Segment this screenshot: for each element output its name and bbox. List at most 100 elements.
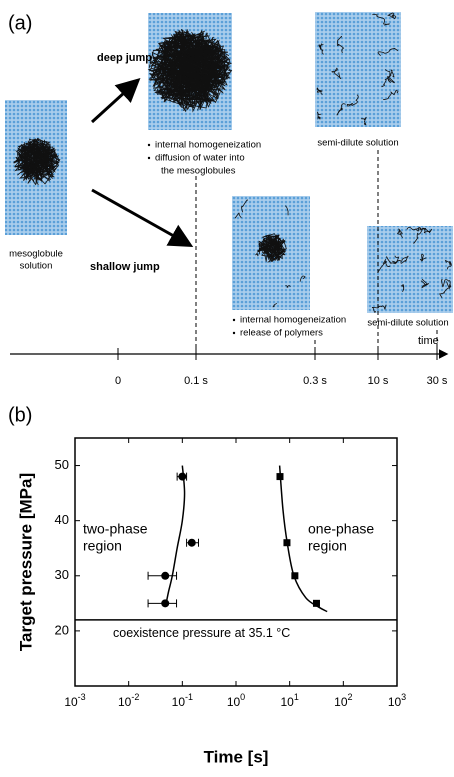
- polymer-chain: [284, 205, 289, 216]
- time-marker-lines: [195, 150, 438, 354]
- polymer-chain: [14, 147, 58, 174]
- data-point: [276, 473, 284, 481]
- panel-label: (b): [8, 404, 32, 426]
- data-point: [161, 571, 170, 580]
- polymer-chain: [261, 233, 286, 262]
- data-point: [187, 538, 196, 547]
- panel-a: (a) deep jump shallow jump mesoglobule s…: [5, 12, 453, 387]
- x-tick-label: 10-3: [64, 692, 85, 709]
- polymer-chain: [336, 103, 346, 116]
- simulation-image: [367, 226, 453, 313]
- polymer-chain: [377, 47, 399, 56]
- x-tick-label: 100: [227, 692, 245, 709]
- x-axis-label: Time [s]: [204, 747, 269, 766]
- polymer-chain: [381, 69, 395, 88]
- polymer-chain: [397, 228, 404, 239]
- polymer-chain: [154, 55, 228, 102]
- bullet: [232, 331, 236, 335]
- polymer-chain: [419, 227, 433, 234]
- polymer-chain: [193, 32, 228, 83]
- caption: semi-dilute solution: [317, 138, 398, 149]
- arrow: [90, 77, 141, 124]
- polymer-chain: [371, 304, 387, 313]
- polymer-chain: [269, 235, 287, 263]
- polymer-chain: [420, 278, 430, 289]
- data-point: [178, 472, 187, 481]
- plot-frame: [74, 437, 398, 687]
- x-tick-label: 101: [280, 692, 298, 709]
- tick-label: 0.3 s: [303, 375, 327, 387]
- polymer-chain: [331, 67, 342, 80]
- tick-label: 0: [115, 375, 121, 387]
- polymer-chain: [21, 146, 59, 171]
- arrow: [91, 188, 194, 247]
- polymer-chain: [361, 116, 367, 126]
- polymer-chain: [157, 36, 217, 107]
- caption: mesoglobule: [9, 249, 63, 260]
- polymer-chain: [299, 275, 306, 282]
- note: release of polymers: [240, 328, 323, 339]
- y-tick-label: 20: [55, 622, 69, 637]
- label: deep jump: [97, 52, 152, 64]
- polymer-chain: [148, 42, 209, 96]
- polymer-chain: [15, 138, 49, 167]
- polymer-chain: [444, 259, 452, 270]
- polymer-chain: [441, 279, 451, 288]
- polymer-chain: [346, 94, 359, 107]
- polymer-chain: [318, 43, 324, 55]
- caption: semi-dilute solution: [367, 318, 448, 329]
- y-axis-label: Target pressure [MPa]: [16, 473, 35, 651]
- polymer-chain: [384, 69, 395, 84]
- polymer-chain: [400, 284, 405, 292]
- polymer-chain: [17, 140, 54, 175]
- polymer-chain: [285, 284, 291, 288]
- fit-curve: [165, 465, 186, 604]
- note: diffusion of water into: [155, 153, 245, 164]
- polymer-chain: [406, 226, 423, 232]
- polymer-chain: [241, 199, 248, 213]
- polymer-drawing: [13, 12, 452, 313]
- bullet: [147, 143, 151, 147]
- x-tick-label: 103: [388, 692, 406, 709]
- annotation: region: [83, 538, 122, 554]
- polymer-chain: [377, 259, 391, 273]
- chart: 10-3 10-2 10-1 100 101 102 103 20 30 40 50 Time [s]…: [16, 437, 406, 766]
- annotation: two-phase: [83, 521, 148, 537]
- annotation: one-phase: [308, 521, 374, 537]
- annotation: coexistence pressure at 35.1 °C: [113, 626, 290, 640]
- bullet: [232, 318, 236, 322]
- polymer-chain: [387, 12, 397, 20]
- polymer-chain: [152, 42, 217, 103]
- data-point: [291, 572, 299, 580]
- axis-label: time: [418, 335, 439, 347]
- polymer-chain: [413, 227, 430, 244]
- polymer-chain: [336, 35, 345, 54]
- simulation-image: [315, 12, 401, 127]
- polymer-chain: [395, 255, 409, 264]
- y-tick-label: 30: [55, 567, 69, 582]
- note: the mesoglobules: [161, 166, 236, 177]
- x-tick-label: 102: [334, 692, 352, 709]
- polymer-chain: [372, 14, 390, 26]
- polymer-chain: [149, 38, 220, 88]
- data-point: [161, 599, 170, 608]
- y-tick-label: 40: [55, 512, 69, 527]
- data-point: [283, 539, 291, 547]
- data-point: [312, 599, 320, 607]
- caption: solution: [20, 261, 53, 272]
- polymer-chain: [316, 87, 323, 95]
- y-tick-label: 50: [55, 457, 69, 472]
- polymer-chain: [419, 253, 427, 262]
- polymer-chain: [149, 42, 221, 106]
- tick-label: 30 s: [427, 375, 448, 387]
- x-tick-label: 10-1: [172, 692, 193, 709]
- note: internal homogeneization: [240, 315, 346, 326]
- tick-label: 0.1 s: [184, 375, 208, 387]
- polymer-chain: [317, 111, 322, 120]
- polymer-chain: [383, 89, 399, 100]
- tick-label: 10 s: [368, 375, 389, 387]
- label: shallow jump: [90, 261, 160, 273]
- polymer-chain: [234, 212, 242, 219]
- polymer-chain: [255, 253, 259, 257]
